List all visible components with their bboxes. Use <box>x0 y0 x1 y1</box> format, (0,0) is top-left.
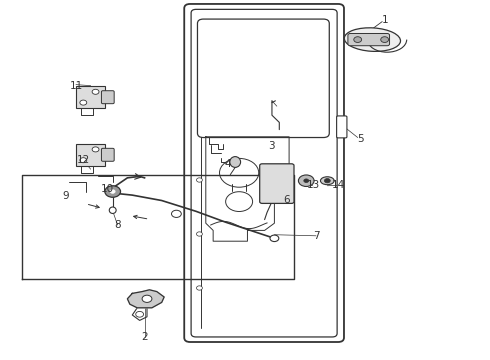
Circle shape <box>196 286 202 290</box>
Circle shape <box>196 178 202 182</box>
Text: 12: 12 <box>76 155 90 165</box>
Ellipse shape <box>109 207 116 213</box>
Circle shape <box>270 235 279 242</box>
Text: 13: 13 <box>307 180 320 190</box>
Ellipse shape <box>230 157 241 167</box>
FancyBboxPatch shape <box>76 144 105 166</box>
Text: 4: 4 <box>224 159 231 169</box>
FancyBboxPatch shape <box>337 116 347 138</box>
Circle shape <box>172 210 181 217</box>
Circle shape <box>324 179 330 183</box>
FancyBboxPatch shape <box>348 33 390 46</box>
Circle shape <box>304 179 309 183</box>
Circle shape <box>80 158 87 163</box>
Circle shape <box>92 89 99 94</box>
Text: 7: 7 <box>313 231 319 241</box>
Text: 11: 11 <box>69 81 83 91</box>
Ellipse shape <box>344 28 400 51</box>
Circle shape <box>80 100 87 105</box>
Circle shape <box>381 37 389 42</box>
Text: 8: 8 <box>114 220 121 230</box>
Text: 5: 5 <box>357 134 364 144</box>
FancyBboxPatch shape <box>260 164 294 203</box>
FancyBboxPatch shape <box>101 148 114 161</box>
Text: 3: 3 <box>269 141 275 151</box>
Circle shape <box>298 175 314 186</box>
FancyBboxPatch shape <box>76 86 105 108</box>
Text: 1: 1 <box>381 15 388 25</box>
Circle shape <box>110 190 115 193</box>
Polygon shape <box>127 290 164 308</box>
Ellipse shape <box>320 177 334 185</box>
Circle shape <box>136 311 144 317</box>
Text: 14: 14 <box>331 180 345 190</box>
Circle shape <box>354 37 362 42</box>
Text: 9: 9 <box>63 191 70 201</box>
FancyBboxPatch shape <box>101 91 114 104</box>
Circle shape <box>142 295 152 302</box>
Text: 6: 6 <box>283 195 290 205</box>
Circle shape <box>92 147 99 152</box>
Circle shape <box>196 232 202 236</box>
Text: 10: 10 <box>101 184 114 194</box>
Circle shape <box>105 186 121 197</box>
Text: 2: 2 <box>141 332 148 342</box>
